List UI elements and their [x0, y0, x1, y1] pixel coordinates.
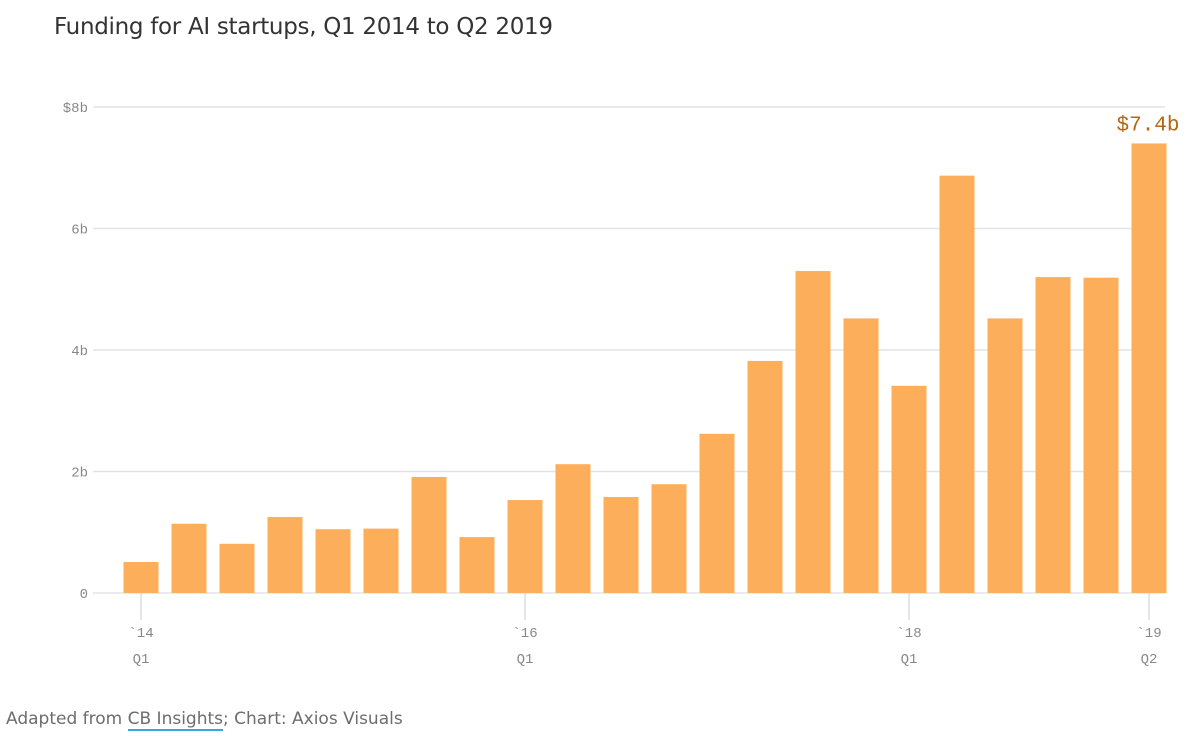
y-tick-label: 2b [71, 466, 88, 482]
annotations: $7.4b [1116, 114, 1179, 137]
bars [123, 143, 1167, 593]
y-axis: 0 2b 4b 6b $8b [63, 101, 88, 603]
source-suffix: ; Chart: Axios Visuals [223, 709, 403, 729]
cb-insights-link[interactable]: CB Insights [127, 709, 224, 731]
y-tick-label: 6b [71, 223, 88, 239]
bar [891, 385, 927, 593]
bar-chart: 0 2b 4b 6b $8b `14 Q1 `16 Q1 `18 Q1 `19 Q2 $7.4b [63, 101, 1180, 668]
x-tick-label-year: `14 [128, 626, 153, 642]
bar [459, 537, 495, 593]
y-tick-label: 0 [80, 587, 88, 603]
source-prefix: Adapted from [6, 709, 128, 729]
x-tick-label-quarter: Q1 [517, 652, 534, 668]
x-tick-label-year: `18 [896, 626, 921, 642]
bar [507, 500, 543, 593]
value-annotation: $7.4b [1116, 114, 1179, 137]
bar [699, 433, 735, 593]
source-note: Adapted from CB Insights; Chart: Axios V… [6, 709, 403, 731]
bar [123, 562, 159, 593]
chart-title: Funding for AI startups, Q1 2014 to Q2 2… [54, 14, 553, 40]
bar [651, 484, 687, 593]
y-tick-label: 4b [71, 344, 88, 360]
y-tick-label: $8b [63, 101, 88, 117]
x-tick-label-year: `16 [512, 626, 537, 642]
bar [1035, 277, 1071, 593]
bar [219, 543, 255, 593]
bar [555, 464, 591, 593]
bar [603, 497, 639, 593]
bar [1131, 143, 1167, 593]
bar [171, 523, 207, 593]
x-tick-label-quarter: Q2 [1141, 652, 1158, 668]
bar [795, 271, 831, 593]
x-tick-label-year: `19 [1136, 626, 1161, 642]
x-axis: `14 Q1 `16 Q1 `18 Q1 `19 Q2 [128, 593, 1162, 668]
bar [843, 318, 879, 593]
bar [411, 476, 447, 593]
x-tick-label-quarter: Q1 [133, 652, 150, 668]
bar [315, 529, 351, 593]
bar [747, 360, 783, 593]
bar [987, 318, 1023, 593]
bar [363, 528, 399, 593]
bar [267, 517, 303, 593]
x-tick-label-quarter: Q1 [901, 652, 918, 668]
bar [939, 175, 975, 593]
bar [1083, 277, 1119, 593]
